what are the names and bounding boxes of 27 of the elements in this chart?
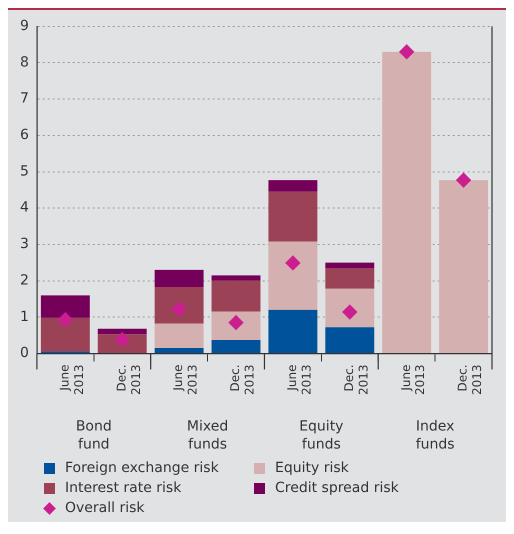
x-tick-label: Dec. 2013 <box>342 364 370 396</box>
y-tick-label: 5 <box>20 163 29 180</box>
y-tick-label: 6 <box>20 127 29 144</box>
y-tick-label: 4 <box>20 200 29 216</box>
text: Mixed funds <box>186 418 228 453</box>
legend-label: Equity risk <box>275 460 349 476</box>
x-tick-label: June 2013 <box>285 364 314 396</box>
y-tick-label: 1 <box>20 308 29 325</box>
x-tick-label: June 2013 <box>57 364 86 396</box>
legend-label: Interest rate risk <box>65 480 182 496</box>
x-tick-label: June 2013 <box>171 364 200 396</box>
y-tick-label: 2 <box>20 272 29 288</box>
legend-label: Credit spread risk <box>275 480 399 496</box>
y-tick-label: 0 <box>20 345 29 362</box>
x-tick-label: Dec. 2013 <box>114 364 143 396</box>
text: Bond fund <box>76 418 112 453</box>
x-tick-label: Dec. 2013 <box>456 364 484 396</box>
legend-label: Foreign exchange risk <box>65 460 219 476</box>
y-tick-label: 8 <box>20 54 29 70</box>
text: Equity funds <box>299 418 344 453</box>
legend-label: Overall risk <box>65 500 145 516</box>
text: Index funds <box>416 418 455 453</box>
y-tick-label: 3 <box>20 236 29 252</box>
x-tick-label: Dec. 2013 <box>228 364 257 396</box>
y-tick-label: 9 <box>20 18 29 34</box>
x-tick-label: June 2013 <box>398 364 428 396</box>
y-tick-label: 7 <box>20 90 29 107</box>
